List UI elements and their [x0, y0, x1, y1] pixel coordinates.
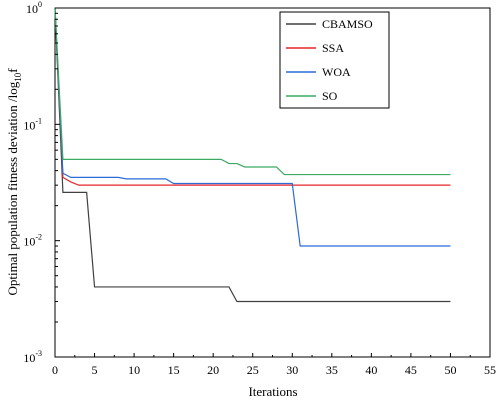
legend-box — [279, 11, 390, 109]
y-tick-label: 10-2 — [23, 233, 42, 249]
x-tick-label: 0 — [52, 363, 58, 377]
x-tick-label: 30 — [286, 363, 298, 377]
y-tick-label: 10-1 — [23, 116, 42, 132]
x-tick-label: 45 — [405, 363, 417, 377]
legend-label-ssa: SSA — [322, 41, 344, 55]
x-axis-ticks: 0 5 10 15 20 25 30 35 40 45 50 55 — [52, 353, 496, 377]
series-line-cbamso — [54, 7, 451, 303]
x-tick-label: 25 — [247, 363, 259, 377]
x-tick-label: 15 — [168, 363, 180, 377]
legend-items: CBAMSO SSA WOA SO — [286, 17, 373, 103]
legend-label-cbamso: CBAMSO — [322, 17, 373, 31]
x-tick-label: 5 — [92, 363, 98, 377]
y-tick-label: 10-3 — [23, 349, 42, 365]
series-line-so — [54, 7, 451, 176]
y-axis-ticks: 100 10-1 10-2 10-3 — [23, 0, 60, 365]
y-axis-label: Optimal population fitness deviation /lo… — [5, 68, 23, 296]
plot-frame — [54, 7, 491, 358]
x-tick-label: 35 — [326, 363, 338, 377]
x-tick-label: 40 — [365, 363, 377, 377]
x-tick-label: 10 — [128, 363, 140, 377]
y-axis-label-sub: 10 — [13, 72, 23, 82]
x-tick-label: 55 — [484, 363, 496, 377]
series-line-woa — [54, 7, 451, 247]
y-axis-label-tail: f — [5, 68, 20, 73]
series-lines — [54, 7, 451, 303]
y-tick-label: 100 — [26, 0, 42, 16]
series-line-ssa — [54, 7, 451, 186]
y-axis-label-main: Optimal population fitness deviation /lo… — [5, 81, 20, 295]
x-tick-label: 50 — [444, 363, 456, 377]
plot-area — [54, 7, 491, 358]
legend-label-so: SO — [322, 89, 338, 103]
x-axis-label: Iterations — [248, 384, 297, 399]
legend-label-woa: WOA — [322, 65, 351, 79]
legend: CBAMSO SSA WOA SO — [279, 11, 390, 109]
x-tick-label: 20 — [207, 363, 219, 377]
